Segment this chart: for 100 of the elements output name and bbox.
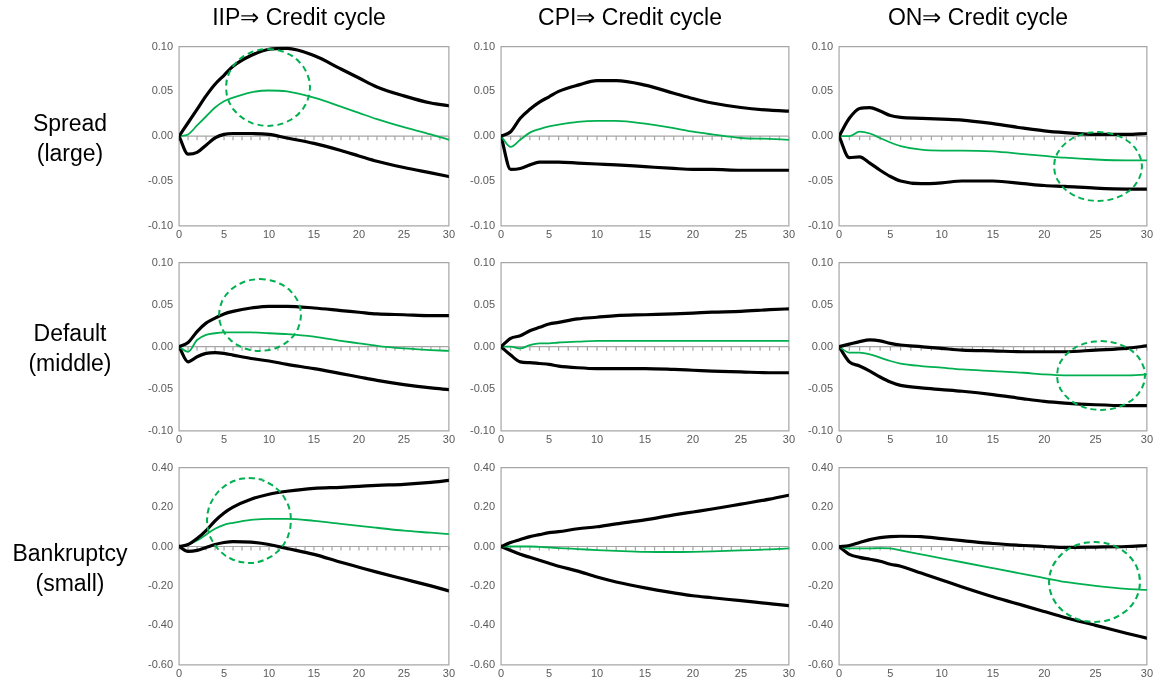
y-tick-label: 0.10 [151,39,174,52]
x-tick-label: 25 [734,667,748,680]
x-tick-label: 10 [590,667,604,680]
y-tick-label: 0.10 [811,255,834,268]
y-tick-label: -0.20 [807,578,834,591]
x-tick-label: 15 [986,667,1000,680]
x-tick-label: 5 [545,228,553,241]
y-tick-label: -0.40 [807,618,834,631]
x-tick-label: 15 [307,228,321,241]
y-tick-label: 0.05 [151,297,174,310]
chart-title: ON⇒ Credit cycle [886,3,1069,32]
x-tick-label: 30 [782,433,796,446]
x-tick-label: 15 [986,433,1000,446]
x-tick-label: 0 [176,228,183,241]
x-tick-label: 0 [498,228,505,241]
y-tick-label: 0.05 [151,84,174,97]
x-tick-label: 10 [590,433,604,446]
y-tick-label: 0.20 [811,500,834,513]
y-tick-label: 0.10 [473,255,496,268]
y-tick-label: -0.10 [807,423,834,436]
y-tick-label: 0.00 [473,539,496,552]
y-tick-label: -0.05 [147,174,174,187]
y-axis-title: Spread (large) [31,108,109,168]
x-tick-label: 25 [397,667,411,680]
x-tick-label: 25 [734,228,748,241]
x-tick-label: 10 [590,228,604,241]
x-tick-label: 15 [986,228,1000,241]
x-tick-label: 30 [442,667,456,680]
y-tick-label: 0.00 [811,539,834,552]
x-tick-label: 30 [782,228,796,241]
x-tick-label: 30 [1140,433,1154,446]
y-tick-label: 0.00 [473,339,496,352]
x-tick-label: 5 [887,228,894,241]
y-tick-label: 0.00 [151,339,174,352]
x-tick-label: 30 [1140,667,1154,680]
y-tick-label: 0.00 [151,129,174,142]
x-tick-label: 15 [638,228,652,241]
x-tick-label: 20 [352,433,366,446]
y-tick-label: 0.10 [473,39,496,52]
x-tick-label: 10 [935,433,948,446]
x-tick-label: 25 [1089,433,1102,446]
x-tick-label: 5 [887,433,894,446]
y-tick-label: 0.05 [811,84,834,97]
x-tick-label: 25 [1089,228,1102,241]
x-tick-label: 20 [686,433,700,446]
y-tick-label: -0.60 [147,657,174,670]
x-tick-label: 20 [352,228,366,241]
x-tick-label: 0 [176,667,183,680]
x-tick-label: 25 [397,228,411,241]
x-tick-label: 20 [1038,667,1051,680]
chart-title: CPI⇒ Credit cycle [537,3,723,32]
line-series [839,130,1147,162]
x-tick-label: 0 [176,433,183,446]
y-tick-label: 0.00 [811,129,834,142]
line-series [501,339,789,350]
y-tick-label: 0.05 [473,84,496,97]
x-tick-label: 5 [220,433,228,446]
y-tick-label: 0.00 [811,339,834,352]
y-tick-label: -0.05 [147,381,174,394]
x-tick-label: 15 [307,667,321,680]
y-tick-label: 0.00 [473,129,496,142]
y-tick-label: -0.60 [807,657,834,670]
x-tick-label: 10 [935,228,948,241]
y-tick-label: -0.10 [147,218,174,231]
x-tick-label: 10 [262,433,276,446]
y-tick-label: -0.10 [469,423,496,436]
x-tick-label: 0 [836,228,843,241]
line-series [501,120,789,148]
chart-title: IIP⇒ Credit cycle [211,3,387,32]
y-tick-label: 0.40 [151,460,174,473]
y-tick-label: 0.00 [151,539,174,552]
x-tick-label: 5 [545,433,553,446]
y-tick-label: -0.20 [469,578,496,591]
x-tick-label: 0 [498,667,505,680]
x-tick-label: 5 [220,667,228,680]
x-tick-label: 0 [836,433,843,446]
line-series [179,331,449,353]
x-tick-label: 0 [498,433,505,446]
x-tick-label: 5 [545,667,553,680]
y-tick-label: 0.40 [473,460,496,473]
y-tick-label: -0.05 [807,381,834,394]
x-tick-label: 30 [442,433,456,446]
y-tick-label: -0.40 [147,618,174,631]
y-tick-label: -0.20 [147,578,174,591]
x-tick-label: 0 [836,667,843,680]
y-tick-label: -0.05 [469,174,496,187]
y-tick-label: 0.10 [811,39,834,52]
x-tick-label: 25 [734,433,748,446]
y-tick-label: -0.40 [469,618,496,631]
x-tick-label: 15 [638,667,652,680]
y-axis-title: Bankruptcy (small) [11,538,129,598]
y-tick-label: 0.20 [473,500,496,513]
y-tick-label: 0.20 [151,500,174,513]
y-tick-label: -0.05 [807,174,834,187]
x-tick-label: 10 [262,228,276,241]
x-tick-label: 15 [307,433,321,446]
y-tick-label: 0.05 [811,297,834,310]
x-tick-label: 25 [1089,667,1102,680]
y-tick-label: 0.10 [151,255,174,268]
x-tick-label: 20 [352,667,366,680]
